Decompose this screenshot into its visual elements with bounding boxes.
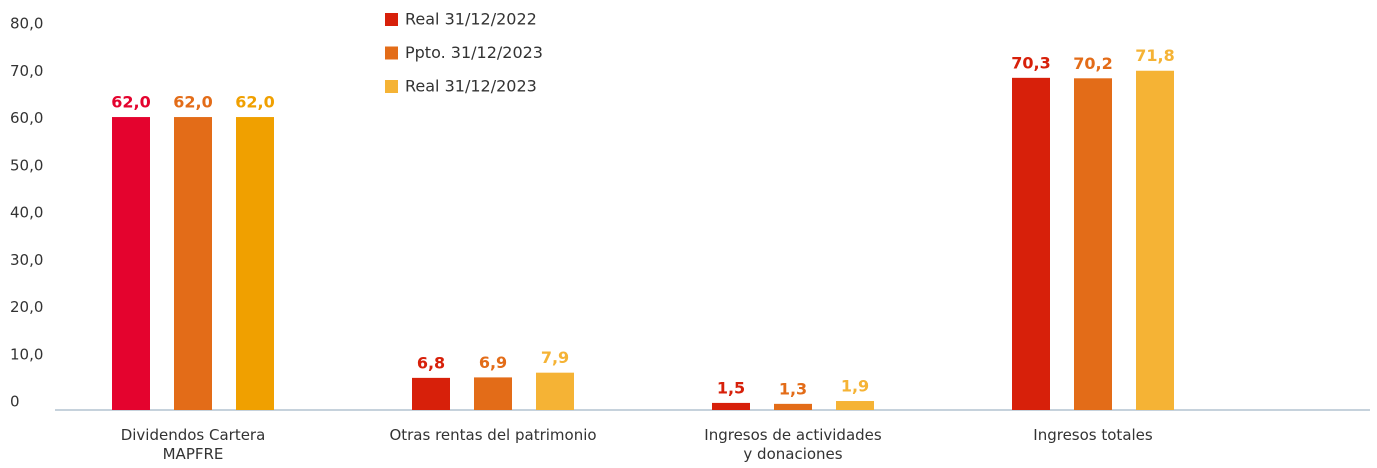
bar [536,372,574,410]
bar [712,402,750,410]
bar [774,403,812,410]
y-tick-label: 70,0 [10,62,43,80]
x-tick-label: Otras rentas del patrimonio [389,426,597,444]
bar [1136,70,1174,411]
bar [112,117,150,411]
value-label: 6,8 [417,353,445,372]
value-label: 1,3 [779,379,807,398]
legend-swatch [385,13,398,26]
bar [236,117,274,411]
value-label: 7,9 [541,348,569,367]
value-label: 62,0 [111,93,150,112]
y-tick-label: 30,0 [10,251,43,269]
bar [1074,78,1112,411]
legend-label: Real 31/12/2022 [405,10,537,29]
legend-label: Ppto. 31/12/2023 [405,43,543,62]
value-label: 6,9 [479,353,507,372]
value-label: 70,2 [1073,54,1112,73]
y-tick-label: 50,0 [10,156,43,174]
value-label: 70,3 [1011,53,1050,72]
bar [474,377,512,410]
value-label: 1,5 [717,378,745,397]
x-tick-label: Ingresos de actividades y donaciones [704,426,882,463]
bar [1012,77,1050,411]
x-tick-label: Ingresos totales [1033,426,1153,444]
bar [174,117,212,411]
value-label: 1,9 [841,377,869,396]
legend-label: Real 31/12/2023 [405,77,537,96]
y-tick-label: 80,0 [10,15,43,33]
y-tick-label: 0 [10,393,20,411]
y-tick-label: 40,0 [10,204,43,222]
y-tick-label: 60,0 [10,109,43,127]
y-tick-label: 10,0 [10,345,43,363]
legend-swatch [385,46,398,60]
bar [836,401,874,410]
value-label: 62,0 [235,93,274,112]
x-tick-label: Dividendos Cartera MAPFRE [120,426,266,463]
value-label: 71,8 [1135,46,1174,65]
legend-swatch [385,80,398,93]
value-label: 62,0 [173,93,212,112]
y-tick-label: 20,0 [10,298,43,316]
bar [412,377,450,410]
